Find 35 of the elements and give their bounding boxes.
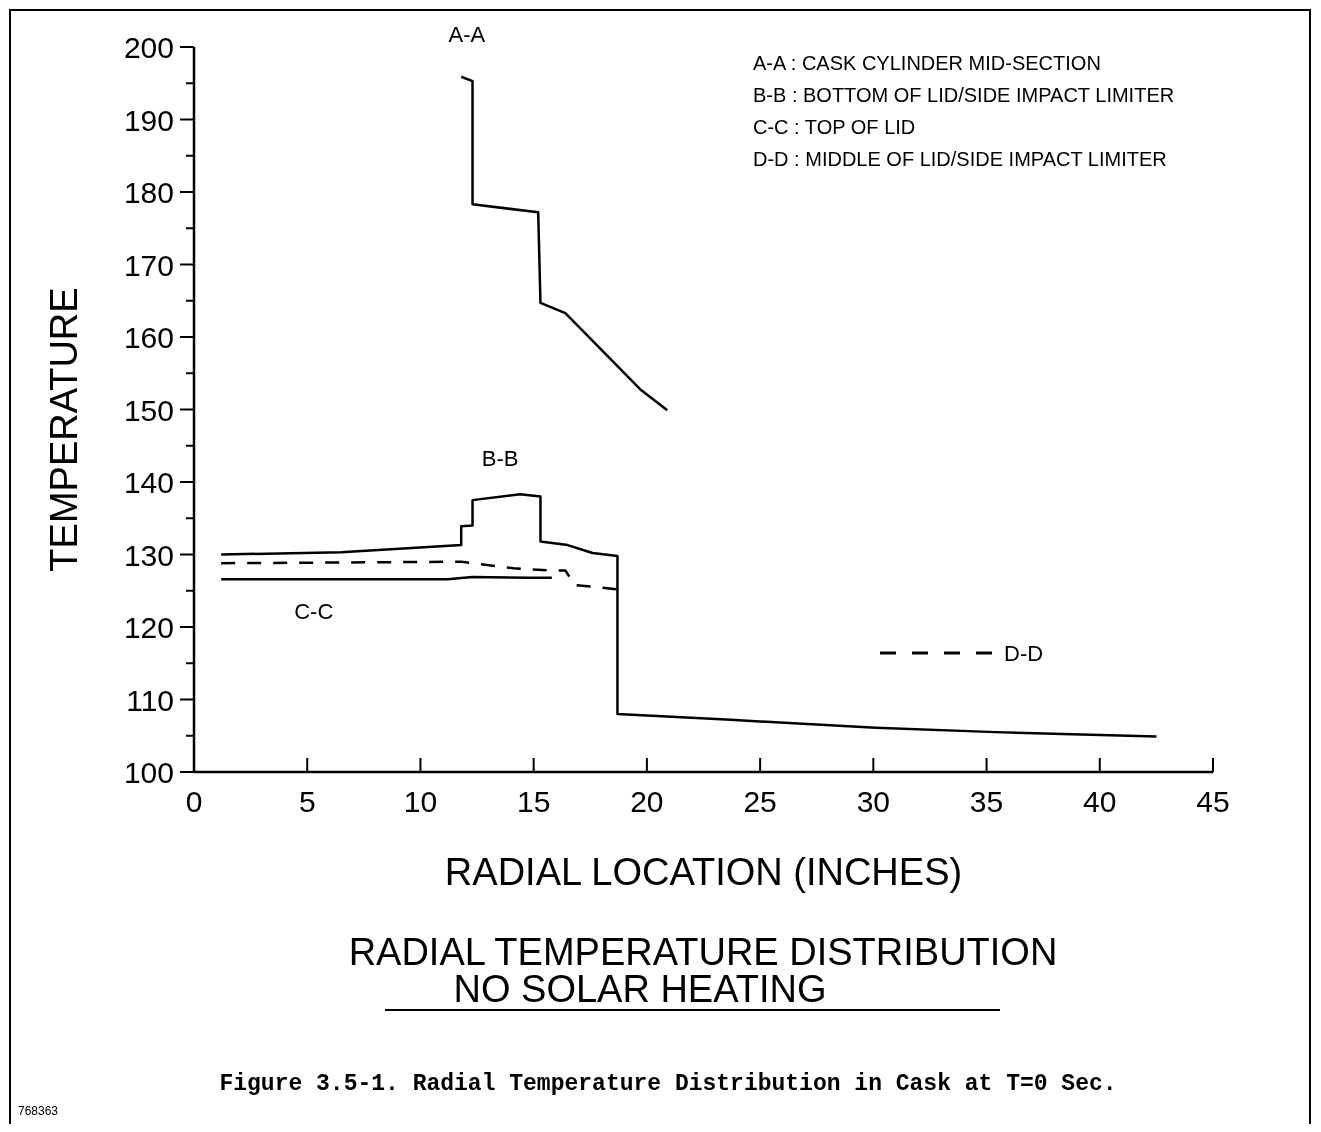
line-series [219, 493, 1158, 738]
x-tick-label: 15 [516, 785, 551, 818]
y-tick-label: 190 [123, 103, 174, 137]
x-tick-label: 0 [185, 785, 203, 818]
line-series [459, 75, 669, 412]
y-tick-label: 110 [126, 683, 174, 717]
annotation: C-C : TOP OF LID [753, 116, 916, 138]
x-tick-label: 20 [630, 785, 664, 818]
x-tick-label: 40 [1083, 785, 1117, 818]
x-tick-label: 10 [403, 785, 438, 818]
y-axis-title: TEMPERATURE [43, 287, 85, 572]
x-tick-label: 5 [298, 785, 316, 818]
x-axis-title: RADIAL LOCATION (INCHES) [444, 851, 963, 893]
y-tick-label: 130 [123, 538, 174, 572]
y-tick-label: 120 [123, 611, 174, 644]
annotation: B-B : BOTTOM OF LID/SIDE IMPACT LIMITER [753, 84, 1175, 106]
text: 768363 [18, 1104, 59, 1118]
x-tick-label: 25 [743, 785, 777, 818]
series-label: A-A [448, 21, 486, 47]
x-tick-label: 30 [856, 785, 891, 818]
series-label: C-C [294, 599, 334, 625]
y-tick-label: 160 [123, 321, 174, 354]
y-tick-label: 200 [123, 31, 174, 64]
legend-label: D-D [1004, 641, 1044, 666]
series-label: B-B [481, 446, 519, 472]
y-tick-label: 150 [123, 393, 174, 427]
x-tick-label: 45 [1196, 785, 1230, 818]
y-tick-label: 140 [123, 466, 174, 499]
annotation: D-D : MIDDLE OF LID/SIDE IMPACT LIMITER [753, 148, 1167, 170]
caption: Figure 3.5-1. Radial Temperature Distribution in Cask at T=0 Sec. [219, 1071, 1117, 1097]
y-tick-label: 170 [123, 248, 174, 282]
y-tick-label: 180 [123, 176, 174, 209]
annotation: A-A : CASK CYLINDER MID-SECTION [753, 52, 1101, 74]
x-tick-label: 35 [969, 785, 1004, 818]
y-tick-label: 100 [123, 756, 174, 789]
